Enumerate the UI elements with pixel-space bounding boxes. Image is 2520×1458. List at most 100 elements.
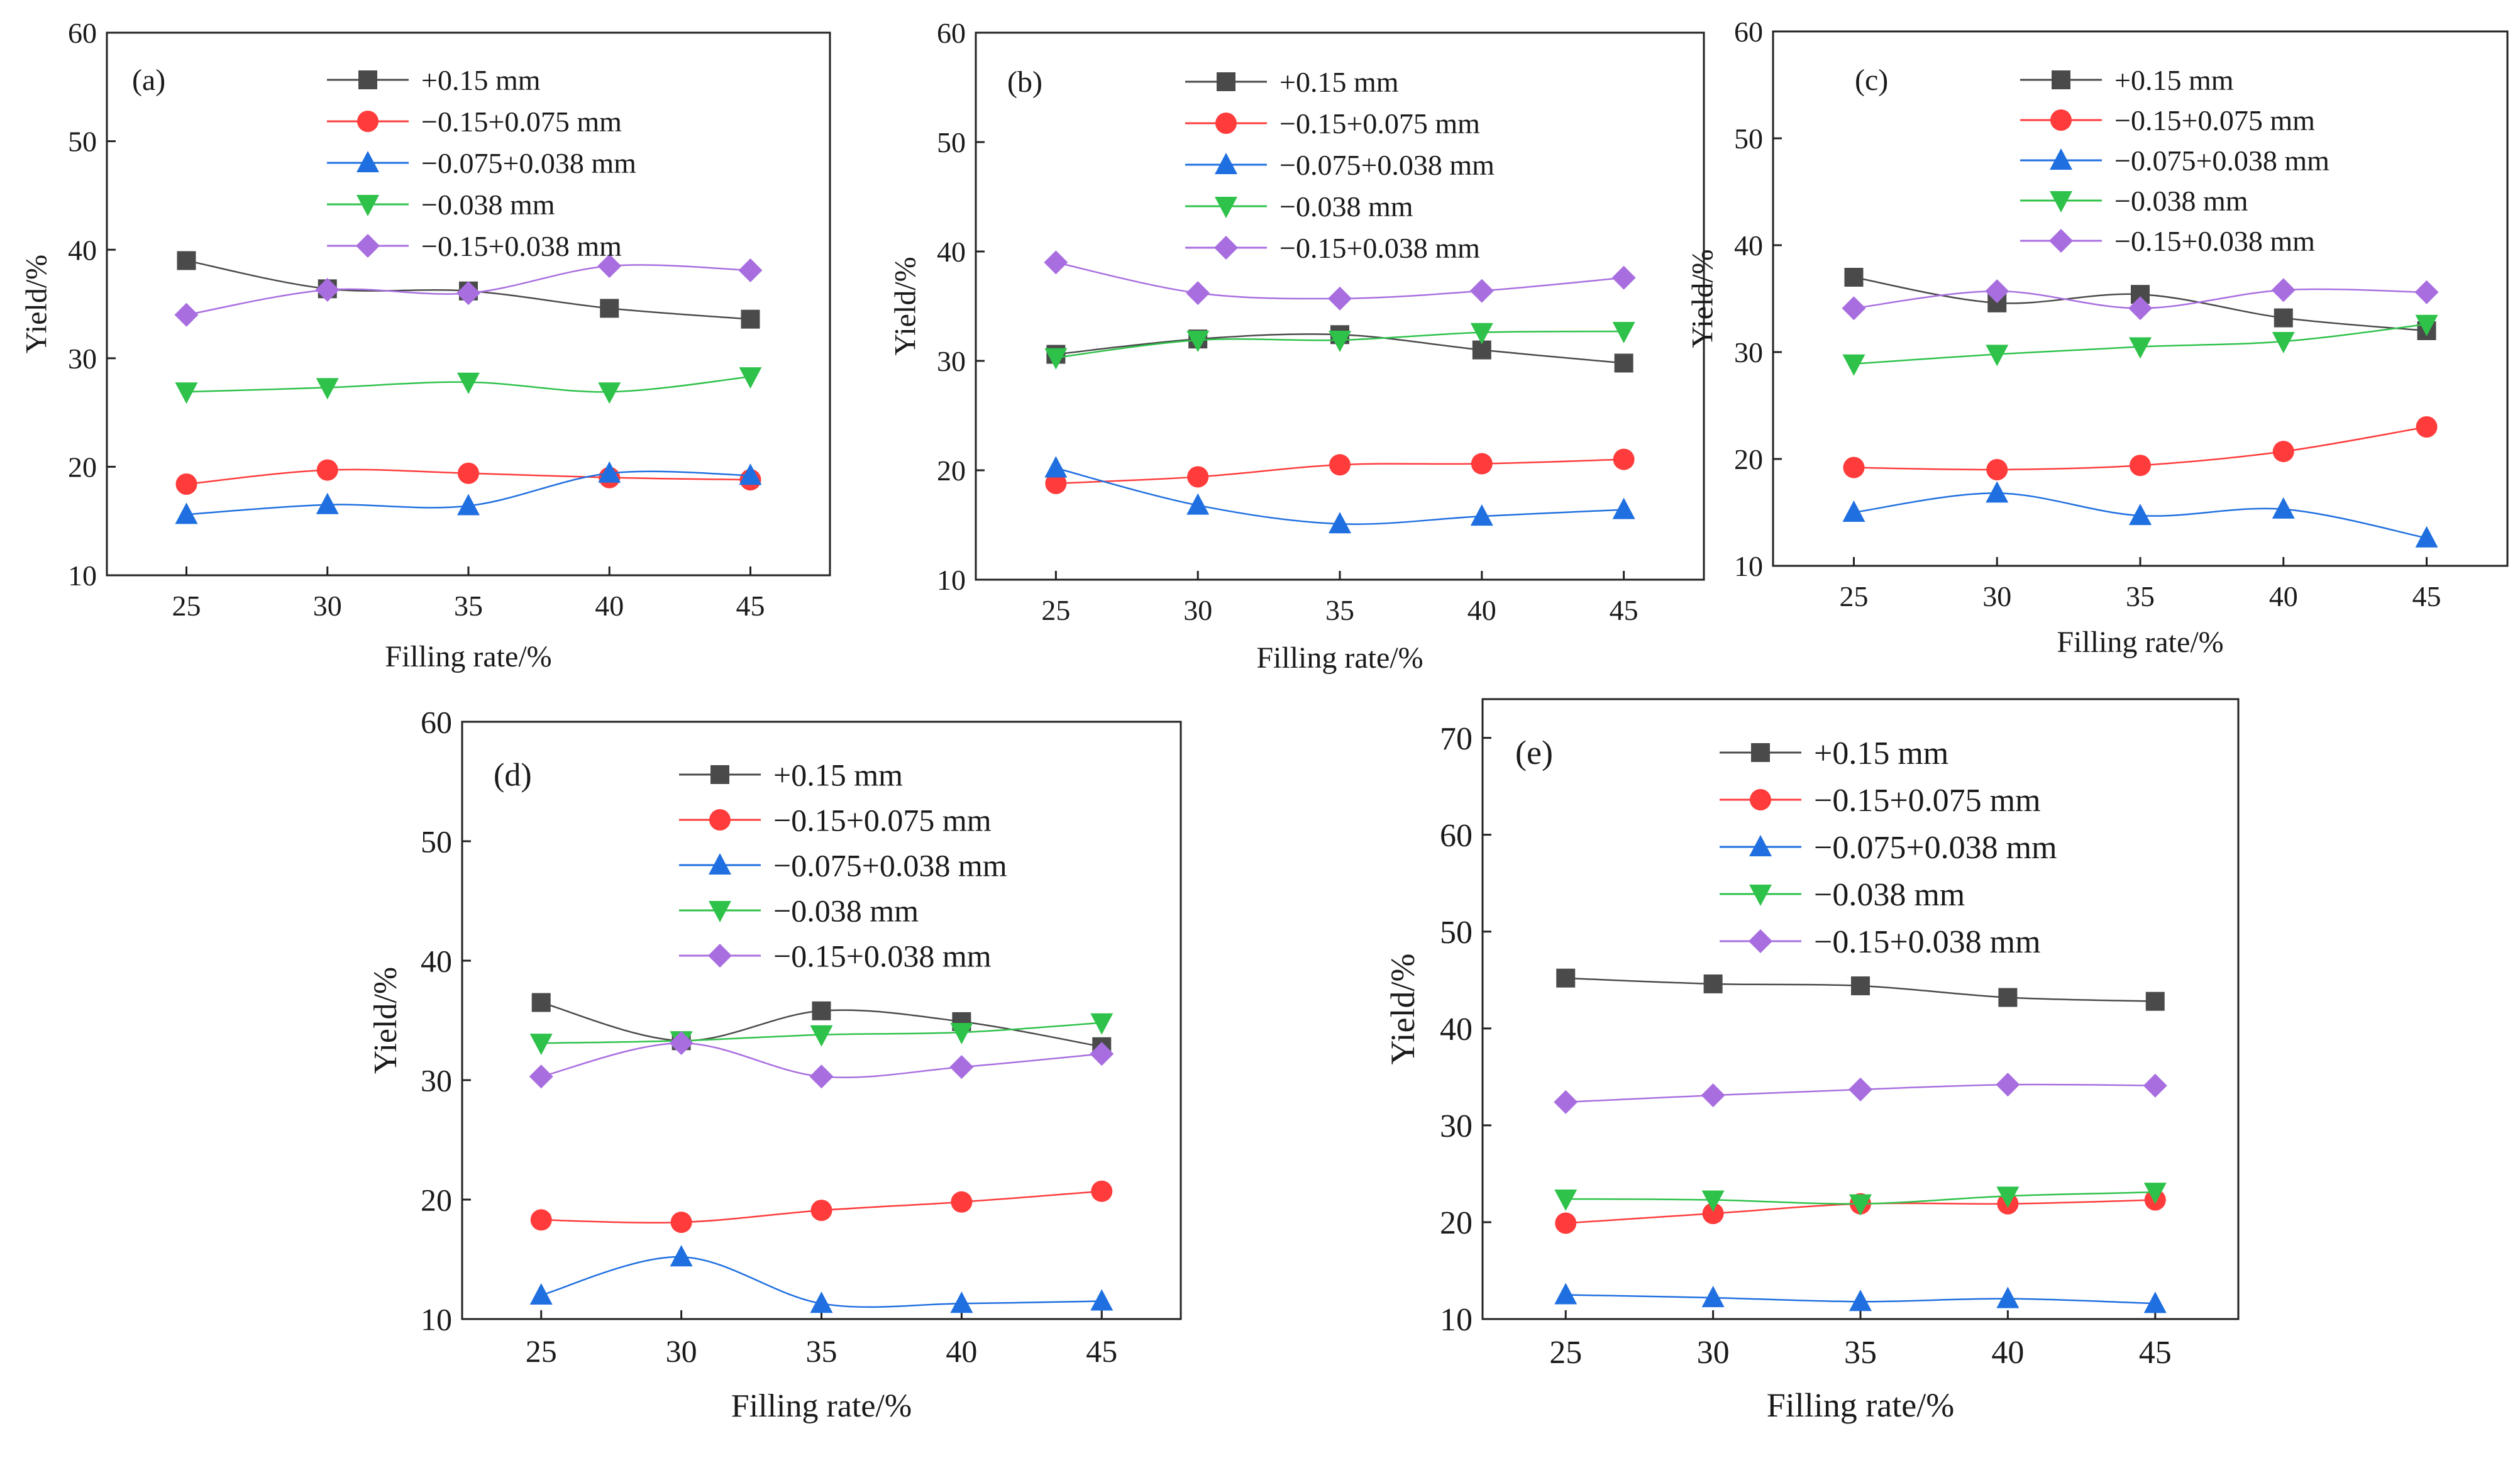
legend-marker: [709, 853, 731, 875]
y-tick-label: 50: [1734, 123, 1763, 155]
data-point: [1614, 353, 1633, 373]
y-tick-label: 50: [937, 126, 966, 158]
data-point: [739, 367, 762, 389]
data-point: [1554, 1283, 1578, 1305]
legend-marker: [357, 111, 379, 132]
data-point: [1090, 1042, 1114, 1066]
x-axis-label: Filling rate/%: [1256, 641, 1423, 675]
data-point: [1842, 296, 1866, 321]
legend-label: −0.075+0.038 mm: [2114, 145, 2329, 177]
y-tick-label: 10: [421, 1302, 452, 1337]
data-point: [1611, 265, 1636, 290]
data-point: [1470, 323, 1493, 345]
chart-panel-a: 10 20 30 40 50 60 25 30 35 40 45 Filling rate/% Yiel…: [19, 17, 831, 673]
y-tick-label: 30: [1734, 336, 1763, 368]
data-point: [174, 302, 199, 327]
data-point: [598, 461, 621, 483]
data-point: [1090, 1013, 1114, 1035]
data-point: [1985, 279, 2009, 304]
legend-marker: [2050, 191, 2072, 213]
data-point: [1996, 1073, 2020, 1097]
data-point: [810, 1291, 833, 1313]
data-point: [2416, 416, 2438, 438]
data-point: [1471, 453, 1493, 475]
data-point: [529, 1283, 553, 1305]
legend-marker: [1215, 197, 1237, 218]
legend-label: −0.075+0.038 mm: [1279, 149, 1495, 181]
y-tick-label: 30: [421, 1063, 452, 1098]
legend-label: −0.038 mm: [1814, 877, 1965, 913]
data-point: [2145, 991, 2165, 1011]
data-point: [1843, 456, 1865, 478]
legend: +0.15 mm −0.15+0.075 mm −0.075+0.038 mm −0.…: [1720, 736, 2057, 960]
data-point: [1090, 1289, 1114, 1311]
panel-label: (b): [1007, 65, 1042, 99]
data-point: [1849, 1077, 1872, 1102]
y-tick-label: 60: [1734, 16, 1763, 48]
data-point: [316, 378, 339, 400]
legend-label: −0.15+0.038 mm: [773, 939, 992, 974]
data-point: [597, 254, 622, 279]
data-point: [1554, 1189, 1578, 1211]
legend-label: +0.15 mm: [421, 64, 541, 96]
data-point: [1842, 354, 1865, 376]
chart-panel-d: 10 20 30 40 50 60 25 30 35 40 45 Filling rate/% Yiel…: [368, 705, 1182, 1424]
chart-panel-c: 10 20 30 40 50 60 25 30 35 40 45 Filling rate/% Yiel…: [1686, 16, 2509, 659]
data-point: [1187, 466, 1209, 488]
data-point: [2143, 1073, 2167, 1098]
data-point: [2415, 526, 2438, 548]
data-point: [1469, 279, 1494, 303]
data-point: [175, 502, 198, 524]
legend: +0.15 mm −0.15+0.075 mm −0.075+0.038 mm −0.…: [679, 758, 1007, 974]
x-tick-label: 35: [1325, 594, 1354, 626]
x-tick-label: 40: [595, 590, 624, 622]
data-point: [2272, 497, 2295, 519]
legend: +0.15 mm −0.15+0.075 mm −0.075+0.038 mm −0.…: [2020, 64, 2329, 257]
y-tick-label: 10: [68, 560, 97, 592]
data-point: [1998, 988, 2018, 1007]
x-tick-label: 40: [946, 1334, 977, 1369]
y-tick-label: 70: [1440, 721, 1473, 757]
x-tick-label: 45: [736, 590, 765, 622]
data-point: [1849, 1194, 1872, 1216]
data-point: [1851, 976, 1870, 996]
legend-marker: [358, 70, 377, 89]
x-tick-label: 30: [313, 590, 342, 622]
data-point: [1329, 330, 1351, 352]
panel-label: (c): [1855, 64, 1888, 97]
legend-label: −0.075+0.038 mm: [1814, 830, 2057, 866]
data-point: [1612, 497, 1635, 519]
data-point: [529, 1064, 553, 1089]
data-point: [950, 1291, 973, 1313]
y-tick-label: 40: [68, 234, 97, 266]
data-point: [316, 492, 339, 514]
data-point: [458, 462, 479, 484]
y-tick-label: 20: [937, 455, 966, 487]
data-point: [1703, 974, 1723, 993]
y-tick-label: 50: [68, 126, 97, 158]
y-tick-label: 10: [1734, 550, 1763, 582]
y-tick-label: 40: [1734, 229, 1763, 262]
data-point: [1556, 968, 1576, 988]
x-tick-label: 25: [1041, 594, 1070, 626]
y-tick-label: 60: [937, 17, 966, 49]
data-point: [598, 382, 621, 404]
y-tick-label: 60: [421, 705, 452, 740]
legend: +0.15 mm −0.15+0.075 mm −0.075+0.038 mm −0.…: [327, 64, 636, 262]
data-point: [315, 278, 340, 302]
data-point: [1701, 1083, 1725, 1108]
x-tick-label: 40: [2269, 580, 2298, 612]
legend-marker: [1215, 153, 1237, 174]
data-point: [2129, 337, 2152, 359]
legend-label: +0.15 mm: [2114, 64, 2234, 96]
data-point: [1996, 1286, 2020, 1308]
data-point: [2272, 441, 2294, 463]
data-point: [1701, 1190, 1725, 1212]
data-point: [1554, 1090, 1578, 1114]
data-point: [177, 251, 196, 270]
legend-marker: [356, 151, 379, 172]
legend-marker: [1215, 113, 1237, 134]
legend-label: −0.075+0.038 mm: [421, 147, 636, 179]
data-point: [457, 494, 480, 516]
